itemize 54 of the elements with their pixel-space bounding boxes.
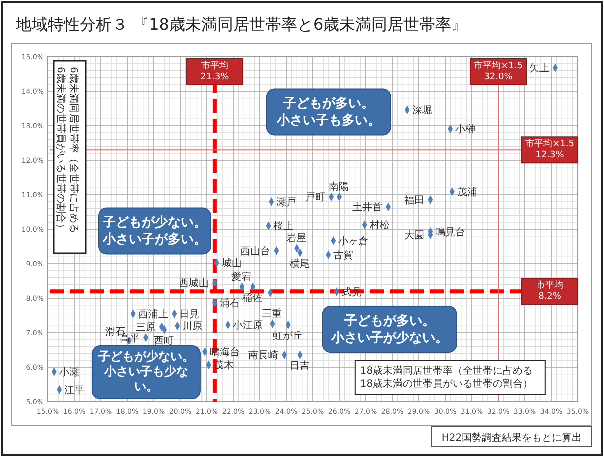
annotation: 桜上: [274, 220, 294, 233]
annotation: 小ヶ倉: [338, 235, 369, 248]
label-tag: 市平均×1.5 12.3%: [522, 136, 578, 164]
text-frame: 6歳未満同居世帯率（全世帯に占める6歳未満の世帯員がいる世帯の割合）: [53, 60, 87, 254]
annotation: 西城山: [178, 277, 209, 290]
annotation: 横尾: [290, 258, 310, 270]
annotation: 小江原: [233, 320, 264, 332]
annotation: 茂浦: [457, 186, 478, 198]
annotation: 三重: [262, 308, 282, 320]
annotation: 西浦上: [138, 308, 168, 321]
annotation: 西山台: [240, 245, 271, 258]
ref-line-label: 市平均 21.3%: [200, 60, 230, 83]
annotation: 川原: [182, 320, 203, 333]
ref-line-label: 市平均×1.5 12.3%: [526, 139, 574, 162]
y-axis-title: 6歳未満同居世帯率（全世帯に占める6歳未満の世帯員がいる世帯の割合）: [55, 67, 80, 234]
annotation: 福田: [404, 194, 425, 206]
annotation: 大園: [404, 230, 425, 242]
note-frame: H22国勢調査結果をもとに算出: [432, 426, 592, 448]
text-frame: 18歳未満同居世帯率（全世帯に占める18歳未満の世帯員がいる世帯の割合）: [354, 360, 546, 396]
annotation: 矢上: [529, 62, 550, 75]
annotation: 西町: [154, 336, 174, 347]
annotation: 深堀: [412, 104, 432, 117]
annotation: 江平: [64, 384, 85, 396]
annotation: 晴海台: [210, 346, 240, 358]
annotation: 南陽: [329, 181, 349, 194]
annotation: 鳴見台: [436, 226, 466, 238]
annotation: 古賀: [334, 250, 354, 262]
ref-line-label: 市平均 8.2%: [536, 280, 564, 303]
annotation: 子どもが多い。小さい子が少ない。: [330, 314, 448, 346]
chart-title: 地域特性分析３ 『18歳未満同居世帯率と6歳未満同居世帯率』: [15, 15, 468, 34]
annotation: 村松: [368, 220, 390, 232]
annotation: 子どもが少ない。小さい子が多い。: [102, 215, 207, 248]
x-axis-title: 18歳未満同居世帯率（全世帯に占める18歳未満の世帯員がいる世帯の割合）: [360, 364, 534, 390]
annotation: 三原: [136, 322, 156, 334]
label-tag: 市平均×1.5 32.0%: [470, 58, 527, 86]
annotation: 虹が丘: [272, 330, 303, 342]
annotation: 土井首: [352, 202, 383, 214]
annotation: 戸町: [306, 192, 326, 204]
annotation: 日見: [180, 310, 200, 321]
annotation: 子どもが多い。小さい子も多い。: [276, 96, 381, 128]
annotation: 浦石: [220, 297, 240, 310]
annotation: 稲佐: [242, 293, 263, 304]
annotation: 城山: [220, 257, 242, 270]
annotation: 子どもが少ない。小さい子も少ない。: [97, 350, 194, 394]
ref-line-label: 市平均×1.5 32.0%: [474, 60, 523, 83]
annotation: 小瀬: [59, 366, 80, 378]
annotation: 愛宕: [232, 271, 252, 284]
label-tag: 市平均 8.2%: [522, 278, 578, 306]
annotation: 南長崎: [248, 350, 279, 362]
annotation: 日吉: [290, 360, 310, 372]
annotation: 岩屋: [286, 232, 307, 244]
label-tag: 市平均 21.3%: [186, 58, 244, 86]
annotation: 小榊: [456, 124, 476, 136]
annotation: 瀬戸: [276, 196, 297, 208]
